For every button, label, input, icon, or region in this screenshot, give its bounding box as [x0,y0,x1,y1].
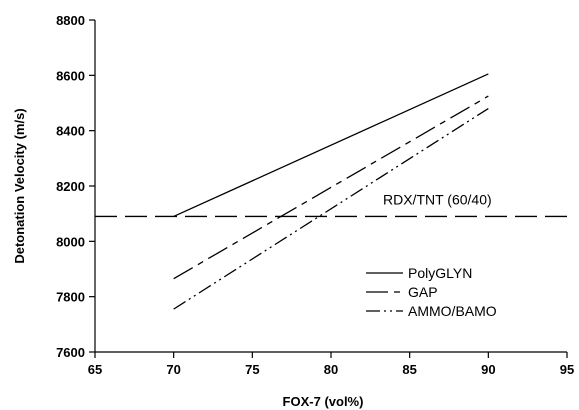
y-tick-label: 7800 [56,290,85,305]
y-tick-label: 8800 [56,13,85,28]
reference-line-label: RDX/TNT (60/40) [383,191,492,207]
series-line-ammo-bamo [173,107,489,310]
y-tick-label: 8000 [56,234,85,249]
y-tick-label: 8400 [56,124,85,139]
x-tick-label: 85 [402,362,416,377]
x-tick-label: 65 [88,362,102,377]
x-tick-label: 90 [481,362,495,377]
x-axis-title: FOX-7 (vol%) [283,394,364,409]
x-tick-label: 80 [324,362,338,377]
y-tick-label: 7600 [56,345,85,360]
y-axis-title: Detonation Velocity (m/s) [12,108,27,263]
x-tick-label: 75 [245,362,259,377]
y-tick-label: 8600 [56,68,85,83]
legend-label: GAP [408,284,438,300]
series-line-polyglyn [173,73,489,218]
legend-label: PolyGLYN [408,265,472,281]
y-tick-label: 8200 [56,179,85,194]
x-tick-label: 70 [166,362,180,377]
legend-label: AMMO/BAMO [408,303,497,319]
series-line-gap [173,95,489,280]
x-tick-label: 95 [560,362,574,377]
